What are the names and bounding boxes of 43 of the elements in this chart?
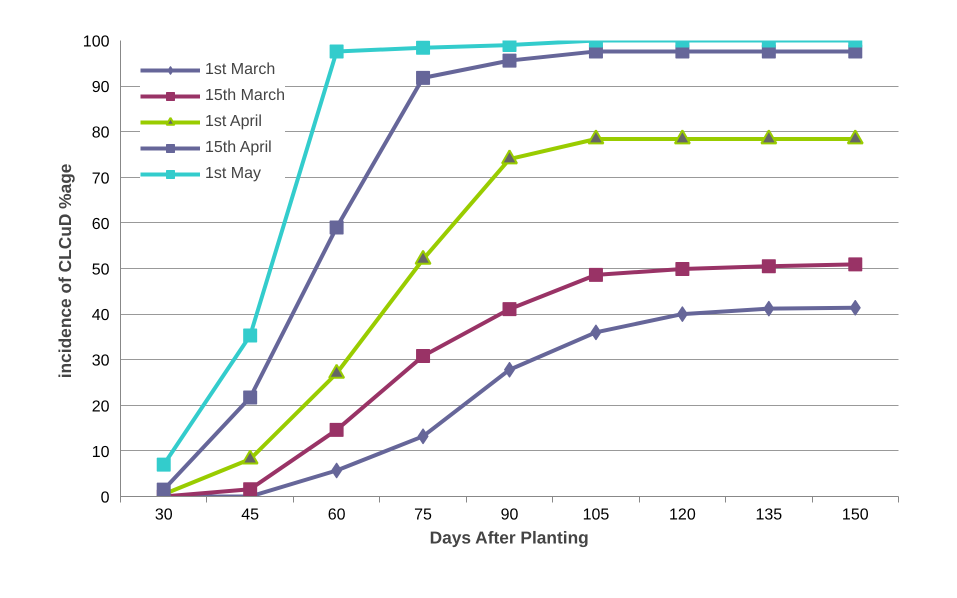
point <box>588 268 603 282</box>
y-tick-label: 0 <box>100 490 110 506</box>
y-tick-label: 60 <box>92 216 110 233</box>
point <box>243 482 258 496</box>
point <box>848 257 862 272</box>
point <box>416 40 430 55</box>
point <box>330 44 344 58</box>
x-tick-label: 45 <box>241 506 260 524</box>
y-tick-label: 80 <box>92 124 110 142</box>
x-tick-label: 150 <box>842 506 869 524</box>
legend-label: 15th April <box>205 139 272 157</box>
y-tick-label: 90 <box>92 79 110 96</box>
y-tick-label: 40 <box>92 307 110 324</box>
point <box>416 349 430 364</box>
x-tick-label: 75 <box>414 506 432 524</box>
point <box>330 220 344 234</box>
point <box>330 422 344 437</box>
y-tick-label: 100 <box>82 34 110 50</box>
y-axis-title: incidence of CLCuD %age <box>54 163 75 378</box>
point <box>502 302 516 316</box>
legend-label: 1st May <box>205 165 262 183</box>
legend-label: 15th March <box>205 87 286 105</box>
legend-label: 1st March <box>205 61 276 79</box>
point <box>243 328 258 343</box>
y-tick-label: 70 <box>92 170 110 188</box>
y-tick-label: 50 <box>92 262 110 278</box>
x-tick-label: 135 <box>755 506 782 524</box>
point <box>502 54 516 68</box>
point <box>416 70 430 85</box>
y-tick-label: 20 <box>92 398 110 416</box>
x-axis-title: Days After Planting <box>430 528 589 548</box>
x-tick-label: 30 <box>154 506 173 524</box>
point <box>762 259 776 274</box>
y-tick-label: 10 <box>92 444 110 461</box>
y-tick-label: 30 <box>92 352 110 370</box>
x-tick-label: 120 <box>669 506 696 524</box>
point <box>675 262 690 276</box>
x-tick-label: 105 <box>582 506 610 524</box>
legend-label: 1st April <box>205 113 262 131</box>
x-tick-label: 90 <box>500 506 518 524</box>
point <box>243 390 258 405</box>
point <box>156 458 171 472</box>
x-tick-label: 60 <box>328 506 346 524</box>
